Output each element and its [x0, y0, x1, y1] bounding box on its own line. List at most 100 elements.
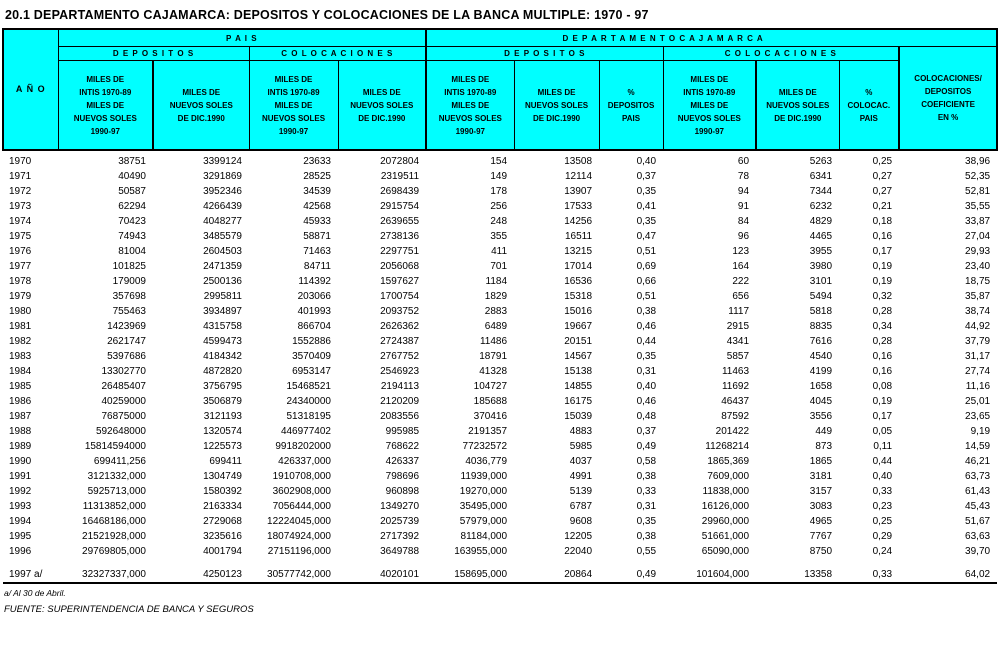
group-header-departamento-cajamarca: D E P A R T A M E N T O C A J A M A R C … [425, 28, 900, 47]
year-cell: 1974 [9, 216, 32, 227]
table-row: 1972 50587 3952346 34539 2698439 178 13907 0,35… [3, 184, 997, 199]
value-cell: 114392 [298, 276, 331, 287]
table-row: 1977 101825 2471359 84711 2056068 701 17014 0,6… [3, 259, 997, 274]
value-cell: 2995811 [203, 291, 242, 302]
value-cell: 798696 [385, 471, 420, 482]
value-cell: 3602908,000 [272, 486, 331, 497]
value-cell: 3934897 [203, 306, 242, 317]
table-row: 1974 70423 4048277 45933 2639655 248 14256 0,35… [3, 214, 997, 229]
value-cell: 0,16 [872, 366, 893, 377]
table-row: 1992 5925713,000 1580392 3602908,000 960898 1… [3, 484, 997, 499]
value-cell: 357698 [112, 291, 146, 302]
value-cell: 5397686 [107, 351, 146, 362]
value-cell: 7609,000 [707, 471, 750, 482]
value-cell: 3399124 [203, 156, 242, 167]
table-row: 1989 15814594000 1225573 9918202000 768622 77… [3, 439, 997, 454]
value-cell: 81184,000 [460, 531, 508, 542]
value-cell: 4184342 [203, 351, 242, 362]
value-cell: 2471359 [203, 261, 242, 272]
corner-cell [899, 28, 998, 47]
value-cell: 5494 [809, 291, 833, 302]
value-cell: 11268214 [705, 441, 750, 452]
value-cell: 14256 [564, 216, 593, 227]
value-cell: 2194113 [380, 381, 420, 392]
value-cell: 84711 [303, 261, 331, 272]
value-cell: 3649788 [380, 546, 420, 557]
value-cell: 0,29 [872, 531, 893, 542]
value-cell: 2767752 [380, 351, 420, 362]
table-header: A Ñ O P A I S D E P A R T A M E N T O C … [2, 28, 998, 151]
value-cell: 12224045,000 [267, 516, 331, 527]
value-cell: 63,63 [965, 531, 991, 542]
value-cell: 5985 [569, 441, 593, 452]
value-cell: 4829 [809, 216, 833, 227]
value-cell: 401993 [297, 306, 331, 317]
value-cell: 12114 [564, 171, 593, 182]
value-cell: 9608 [569, 516, 593, 527]
value-cell: 0,47 [636, 231, 657, 242]
value-cell: 2738136 [380, 231, 420, 242]
value-cell: 123 [732, 246, 750, 257]
value-cell: 5857 [726, 351, 750, 362]
value-cell: 248 [490, 216, 508, 227]
value-cell: 91 [737, 201, 750, 212]
value-cell: 2698439 [380, 186, 420, 197]
value-cell: 0,18 [872, 216, 893, 227]
value-cell: 3485579 [203, 231, 242, 242]
value-cell: 5818 [809, 306, 833, 317]
table-row: 1981 1423969 4315758 866704 2626362 6489 19667… [3, 319, 997, 334]
year-cell: 1997 a/ [3, 559, 58, 584]
value-cell: 0,21 [872, 201, 893, 212]
value-cell: 0,34 [872, 321, 893, 332]
value-cell: 3083 [809, 501, 833, 512]
value-cell: 1658 [809, 381, 833, 392]
value-cell: 0,31 [636, 501, 657, 512]
value-cell: 2546923 [380, 366, 420, 377]
value-cell: 0,28 [872, 336, 893, 347]
value-cell: 9,19 [970, 426, 991, 437]
value-cell: 201422 [715, 426, 750, 437]
value-cell: 3756795 [203, 381, 242, 392]
value-cell: 1829 [484, 291, 508, 302]
value-cell: 0,40 [636, 156, 657, 167]
column-header-cajamarca-colocaciones-intis: MILES DE INTIS 1970-89 MILES DE NUEVOS S… [662, 60, 757, 151]
value-cell: 27,04 [965, 231, 991, 242]
table-row: 1996 29769805,000 4001794 27151196,000 36497… [3, 544, 997, 559]
year-cell: 1983 [9, 351, 32, 362]
value-cell: 185688 [473, 396, 508, 407]
table-row: 1978 179009 2500136 114392 1597627 1184 16536 0… [3, 274, 997, 289]
value-cell: 0,48 [636, 411, 657, 422]
value-cell: 35,55 [965, 201, 991, 212]
column-header-pais-depositos-intis: MILES DE INTIS 1970-89 MILES DE NUEVOS S… [57, 60, 154, 151]
value-cell: 1580392 [203, 486, 242, 497]
value-cell: 62294 [118, 201, 146, 212]
value-cell: 0,19 [872, 396, 893, 407]
value-cell: 15016 [564, 306, 593, 317]
value-cell: 51661,000 [701, 531, 750, 542]
value-cell: 203066 [297, 291, 331, 302]
value-cell: 27151196,000 [267, 546, 331, 557]
table-row: 1971 40490 3291869 28525 2319511 149 12114 0,37… [3, 169, 997, 184]
value-cell: 16175 [564, 396, 593, 407]
value-cell: 51,67 [965, 516, 991, 527]
value-cell: 3980 [809, 261, 833, 272]
value-cell: 52,81 [965, 186, 991, 197]
value-cell: 1700754 [380, 291, 420, 302]
value-cell: 17533 [564, 201, 593, 212]
value-cell: 71463 [303, 246, 331, 257]
value-cell: 11463 [721, 366, 750, 377]
value-cell: 995985 [385, 426, 420, 437]
value-cell: 2604503 [203, 246, 242, 257]
value-cell: 3291869 [203, 171, 242, 182]
value-cell: 60 [737, 156, 750, 167]
table-row: 1973 62294 4266439 42568 2915754 256 17533 0,41… [3, 199, 997, 214]
value-cell: 2093752 [380, 306, 420, 317]
value-cell: 87592 [721, 411, 750, 422]
value-cell: 1349270 [380, 501, 420, 512]
value-cell: 4315758 [203, 321, 242, 332]
value-cell: 4048277 [203, 216, 242, 227]
value-cell: 164 [732, 261, 750, 272]
value-cell: 25,01 [965, 396, 991, 407]
value-cell: 1225573 [203, 441, 242, 452]
